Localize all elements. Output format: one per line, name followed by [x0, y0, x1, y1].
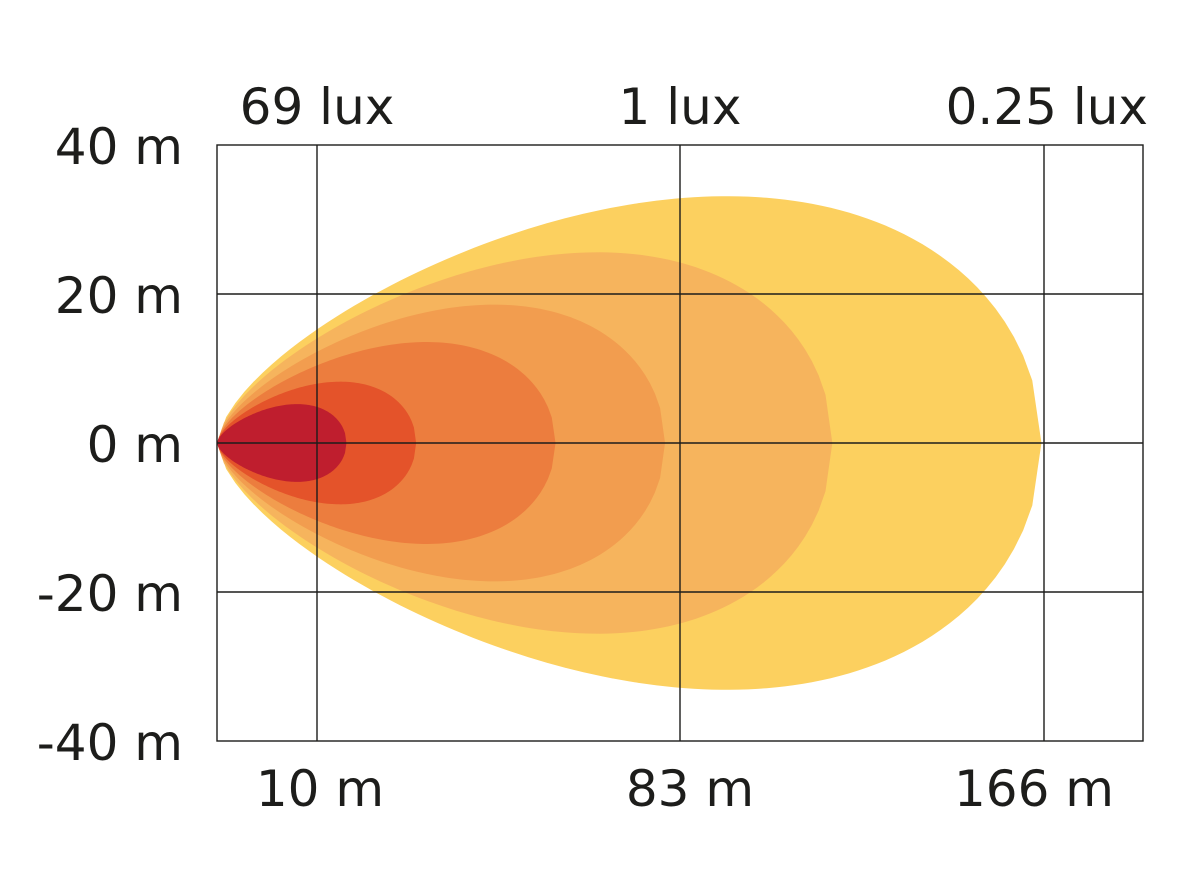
- x-tick-label-166: 166 m: [954, 760, 1114, 818]
- lux-label-0-25: 0.25 lux: [946, 78, 1148, 136]
- x-tick-labels: 10 m 83 m 166 m: [256, 760, 1114, 818]
- lux-label-1: 1 lux: [619, 78, 742, 136]
- x-tick-label-83: 83 m: [626, 760, 754, 818]
- lux-labels: 69 lux 1 lux 0.25 lux: [240, 78, 1148, 136]
- grid: [216, 144, 1144, 742]
- y-tick-label-neg40: -40 m: [37, 714, 183, 772]
- y-tick-labels: 40 m 20 m 0 m -20 m -40 m: [37, 118, 183, 772]
- y-tick-label-neg20: -20 m: [37, 565, 183, 623]
- y-tick-label-40: 40 m: [55, 118, 183, 176]
- x-tick-label-10: 10 m: [256, 760, 384, 818]
- y-tick-label-20: 20 m: [55, 267, 183, 325]
- lux-label-69: 69 lux: [240, 78, 395, 136]
- y-tick-label-0: 0 m: [87, 416, 183, 474]
